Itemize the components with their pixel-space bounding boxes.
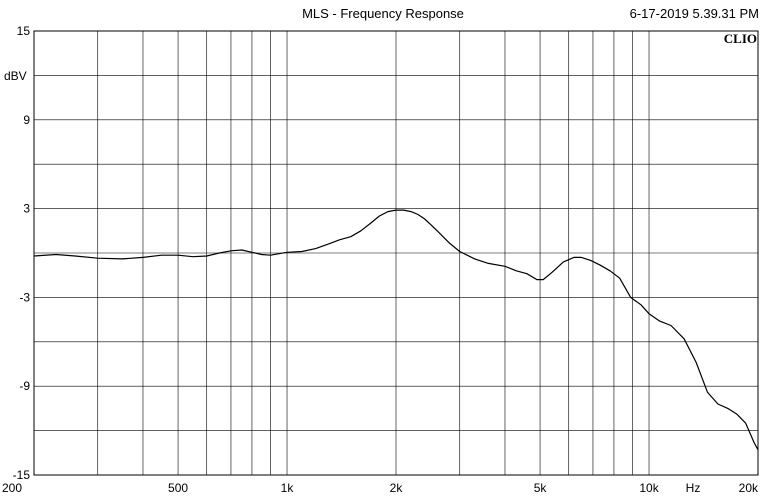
y-tick-label: 15 [17,24,31,38]
grid-layer [34,31,758,475]
x-tick-label: 1k [281,481,295,495]
y-tick-label: -3 [19,290,30,304]
series-layer [33,209,759,451]
x-tick-label: 20k [739,481,759,495]
x-axis-label: Hz [686,481,701,495]
y-tick-label: -15 [13,468,31,482]
x-tick-label: 500 [168,481,188,495]
chart-title: MLS - Frequency Response [302,6,464,21]
y-tick-label: -9 [19,379,30,393]
y-tick-label: 9 [23,113,30,127]
clio-logo: CLIO [724,31,757,46]
x-tick-label: 2k [390,481,404,495]
y-tick-label: 3 [23,202,30,216]
x-tick-label: 200 [2,481,22,495]
timestamp: 6-17-2019 5.39.31 PM [630,6,759,21]
tick-labels: 200 500 1k 2k 5k 10k 20k 15 9 3 -3 -9 -15 [2,24,759,495]
x-tick-label: 10k [639,481,659,495]
response-curve [33,209,759,451]
x-tick-label: 5k [534,481,548,495]
y-axis-label: dBV [4,69,27,83]
